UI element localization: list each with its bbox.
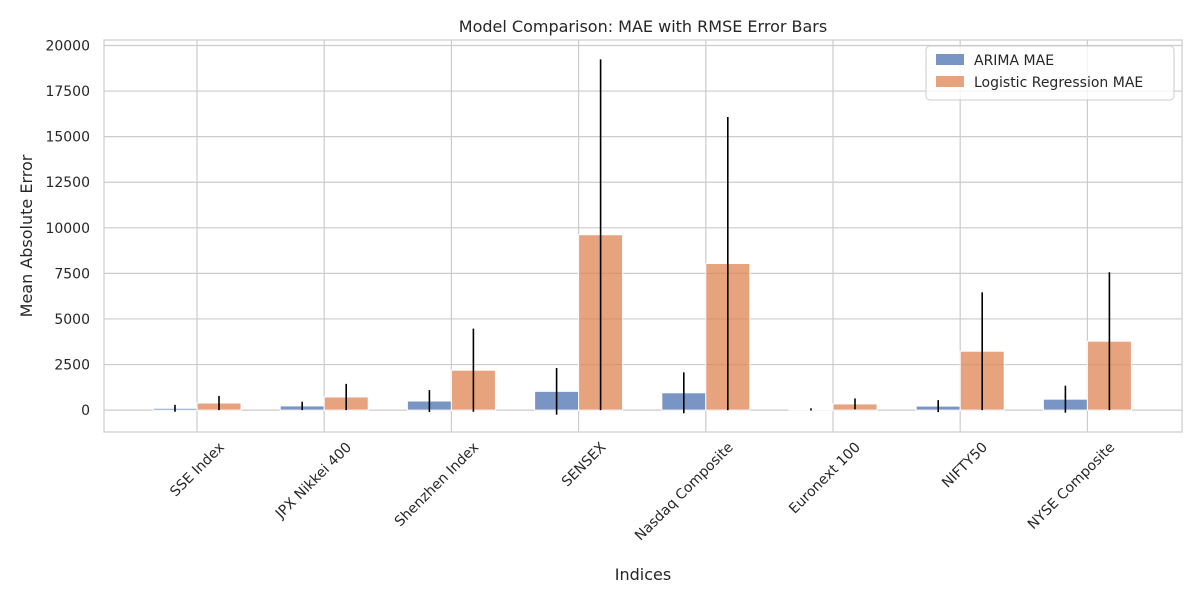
x-axis-title: Indices <box>615 565 671 584</box>
grid <box>104 40 1182 432</box>
legend-box <box>925 45 1175 101</box>
plot-frame <box>103 39 1183 433</box>
legend-swatch-logistic <box>936 76 964 87</box>
chart-title: Model Comparison: MAE with RMSE Error Ba… <box>459 17 827 36</box>
legend-label-logistic: Logistic Regression MAE <box>974 75 1143 91</box>
y-tick-label: 20000 <box>45 38 90 54</box>
y-tick-label: 7500 <box>54 266 90 282</box>
legend-label-arima: ARIMA MAE <box>974 53 1054 69</box>
y-tick-label: 12500 <box>45 175 90 191</box>
y-tick-label: 0 <box>81 403 90 419</box>
legend: ARIMA MAE Logistic Regression MAE <box>925 45 1175 101</box>
y-axis-title: Mean Absolute Error <box>17 154 36 317</box>
legend-swatch-arima <box>936 54 964 65</box>
y-tick-labels: 0 2500 5000 7500 10000 12500 15000 17500 20000 <box>45 38 90 419</box>
y-tick-label: 5000 <box>54 312 90 328</box>
y-tick-label: 2500 <box>54 358 90 374</box>
y-tick-label: 17500 <box>45 84 90 100</box>
error-bars <box>174 59 1111 415</box>
y-tick-label: 10000 <box>45 221 90 237</box>
y-tick-label: 15000 <box>45 130 90 146</box>
